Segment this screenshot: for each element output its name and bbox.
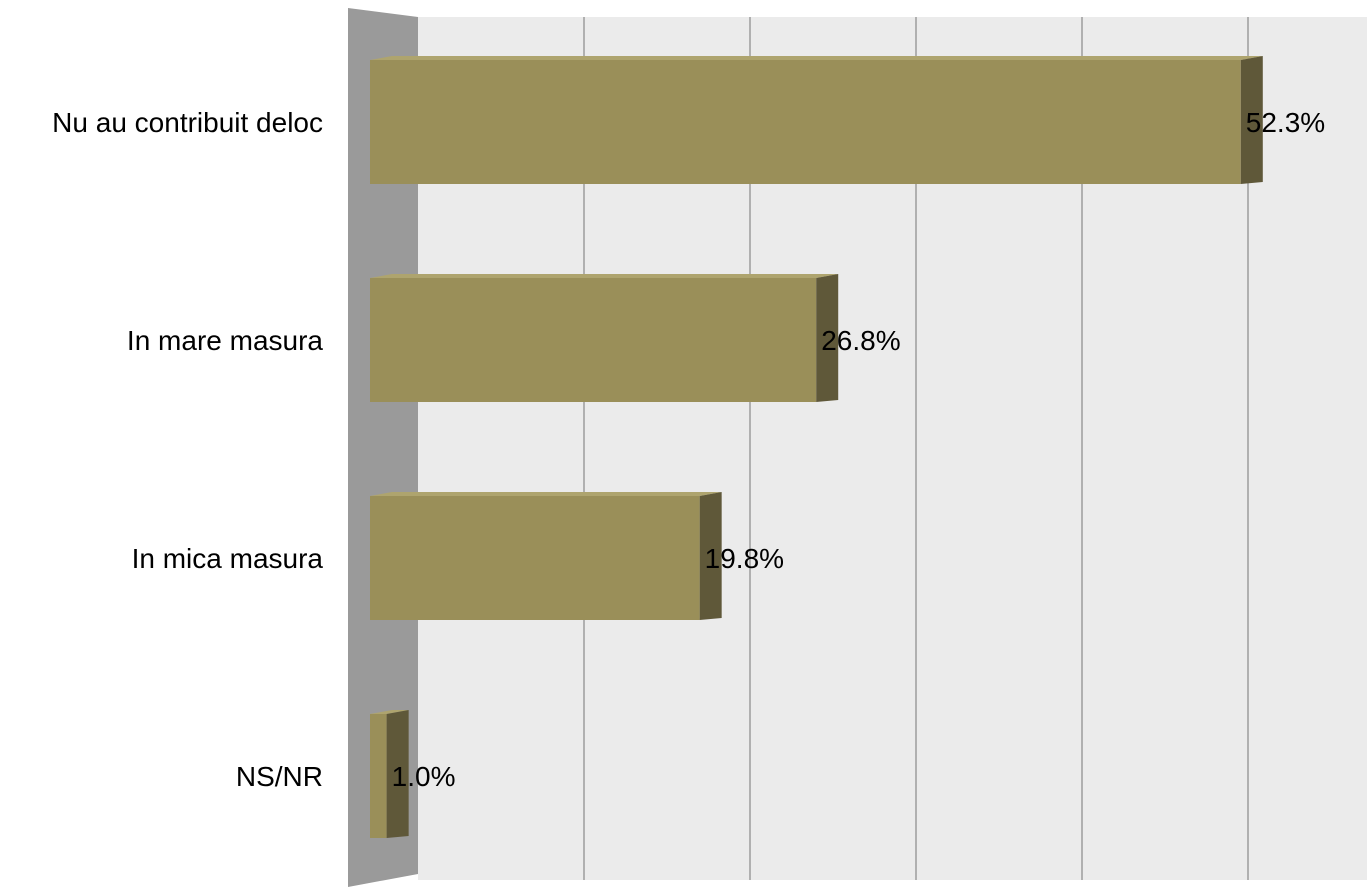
data-label: 52.3% — [1246, 107, 1325, 138]
data-label: 1.0% — [392, 761, 456, 792]
bar-side-face — [1240, 56, 1263, 184]
chart-walls — [348, 8, 1367, 887]
bars — [370, 56, 1263, 838]
bar-top-face — [370, 274, 839, 278]
bar-top-face — [370, 56, 1263, 60]
bar-front-face — [370, 278, 817, 402]
bar — [370, 710, 409, 838]
bar-front-face — [370, 496, 700, 620]
bar-side-face — [699, 492, 722, 620]
category-labels: Nu au contribuit deloc In mare masura In m… — [52, 107, 323, 792]
category-label: NS/NR — [236, 761, 323, 792]
bar — [370, 492, 722, 620]
category-label: In mica masura — [132, 543, 324, 574]
bar — [370, 56, 1263, 184]
bar-top-face — [370, 710, 409, 714]
bar-front-face — [370, 60, 1241, 184]
bar — [370, 274, 839, 402]
back-wall — [418, 17, 1367, 880]
data-label: 19.8% — [705, 543, 784, 574]
left-side-wall — [348, 8, 418, 887]
bar-top-face — [370, 492, 722, 496]
bar-front-face — [370, 714, 387, 838]
category-label: Nu au contribuit deloc — [52, 107, 323, 138]
category-label: In mare masura — [127, 325, 323, 356]
value-labels: 52.3% 26.8% 19.8% 1.0% — [392, 107, 1326, 792]
bar-side-face — [386, 710, 409, 838]
bar-side-face — [816, 274, 839, 402]
data-label: 26.8% — [821, 325, 900, 356]
